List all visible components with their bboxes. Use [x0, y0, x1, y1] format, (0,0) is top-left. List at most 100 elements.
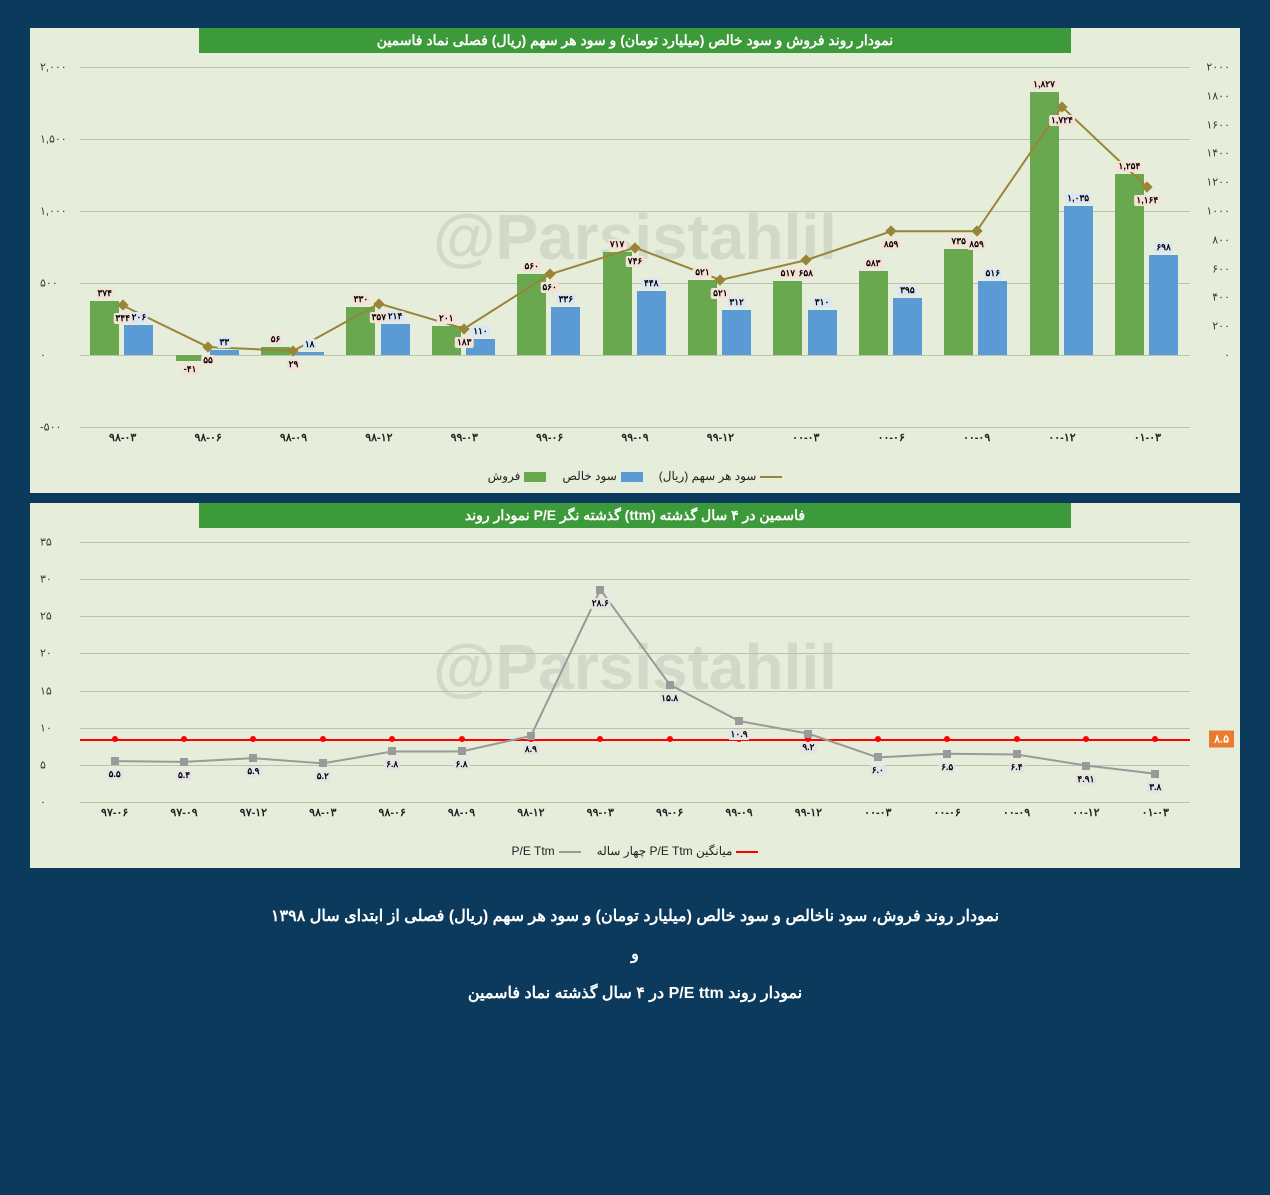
chart2-xcat: ۹۷-۰۶ — [80, 806, 149, 832]
chart2-pe-label: ۱۵.۸ — [659, 693, 680, 704]
legend-item: P/E Ttm — [512, 844, 581, 858]
chart1-bar-profit-label: ۳۳۶ — [557, 294, 576, 305]
chart2-pe-label: ۲۸.۶ — [590, 598, 611, 609]
chart1-bar-profit-label: ۳۱۲ — [727, 297, 746, 308]
chart1-bar-profit-label: ۳۱۰ — [813, 297, 832, 308]
chart2-pe-label: ۳.۸ — [1147, 782, 1163, 793]
chart1-xcat: ۰۰-۰۶ — [849, 431, 934, 457]
chart2-legend: میانگین P/E Ttm چهار ساله P/E Ttm — [30, 838, 1240, 868]
chart1-eps-label: ۱,۷۲۴ — [1049, 115, 1075, 126]
chart1-xcat: ۹۹-۱۲ — [678, 431, 763, 457]
chart1-eps-label: ۶۵۸ — [797, 268, 816, 279]
legend-item: سود هر سهم (ریال) — [659, 469, 783, 483]
chart2-xcat: ۰۰-۰۶ — [913, 806, 982, 832]
chart1-xcat: ۹۸-۰۶ — [165, 431, 250, 457]
chart2-ylabel: ۱۵ — [40, 684, 52, 697]
chart1-ylabel-left: -۵۰۰ — [40, 421, 61, 434]
chart1-bar-sales-label: ۷۱۷ — [608, 239, 627, 250]
chart1-xcat: ۰۰-۰۹ — [934, 431, 1019, 457]
chart1-eps-label: ۳۴۴ — [113, 313, 132, 324]
chart1-eps-label: ۵۲۱ — [711, 288, 730, 299]
chart2-pe-label: ۱۰.۹ — [729, 729, 750, 740]
chart2-pe-label: ۵.۹ — [245, 766, 261, 777]
footer-line1: نمودار روند فروش، سود ناخالص و سود خالص … — [30, 898, 1240, 936]
chart1-bar-profit-label: ۱,۰۳۵ — [1065, 193, 1091, 204]
chart1-xcat: ۰۱-۰۳ — [1105, 431, 1190, 457]
chart1-bar-sales-label: ۳۷۴ — [95, 288, 114, 299]
chart2-xcat: ۹۸-۰۳ — [288, 806, 357, 832]
chart1-ylabel-right: ۲۰۰ — [1212, 320, 1230, 333]
chart1-ylabel-right: ۴۰۰ — [1212, 291, 1230, 304]
chart2-pe-label: ۵.۵ — [107, 769, 123, 780]
chart1-eps-label: ۲۹ — [287, 359, 301, 370]
chart1-bar-profit-label: ۲۰۶ — [130, 312, 149, 323]
chart1-bar-sales-label: ۵۶ — [269, 334, 283, 345]
chart1-bar-sales-label: ۵۶۰ — [522, 261, 541, 272]
chart1-ylabel-left: ۵۰۰ — [40, 277, 58, 290]
chart1-eps-label: ۵۶۰ — [540, 282, 559, 293]
chart1-xcat: ۹۸-۰۹ — [251, 431, 336, 457]
footer-text: نمودار روند فروش، سود ناخالص و سود خالص … — [30, 898, 1240, 1013]
chart1-legend: سود هر سهم (ریال) سود خالص فروش — [30, 463, 1240, 493]
chart1-bar-profit-label: ۱۸ — [303, 339, 317, 350]
chart2-xcat: ۰۱-۰۳ — [1121, 806, 1190, 832]
chart2-pe-label: ۶.۵ — [939, 762, 955, 773]
chart2-title: نمودار روند P/E گذشته نگر (ttm) فاسمین د… — [199, 503, 1070, 528]
chart2-xcat: ۰۰-۰۳ — [843, 806, 912, 832]
chart1-title: نمودار روند فروش و سود خالص (میلیارد توم… — [199, 28, 1070, 53]
chart1-xcat: ۹۸-۰۳ — [80, 431, 165, 457]
chart1-eps-label: ۳۵۷ — [370, 312, 389, 323]
chart2-ylabel: ۲۵ — [40, 610, 52, 623]
chart1-ylabel-right: ۱۰۰۰ — [1206, 205, 1230, 218]
chart2-xcat: ۰۰-۱۲ — [1051, 806, 1120, 832]
chart1-bar-profit-label: ۳۳ — [217, 337, 231, 348]
chart2-xcat: ۹۷-۱۲ — [219, 806, 288, 832]
chart1-ylabel-right: ۸۰۰ — [1212, 233, 1230, 246]
chart1-bar-profit-label: ۴۴۸ — [642, 278, 661, 289]
chart2-xcat: ۹۹-۰۹ — [704, 806, 773, 832]
chart2-ylabel: ۳۵ — [40, 536, 52, 549]
chart2-pe-label: ۶.۸ — [453, 759, 469, 770]
chart1-bar-sales-label: ۱,۸۲۷ — [1031, 79, 1057, 90]
chart1-bar-profit-label: ۶۹۸ — [1154, 242, 1173, 253]
chart1-ylabel-left: ۲,۰۰۰ — [40, 61, 67, 74]
chart1-ylabel-right: ۱۲۰۰ — [1206, 176, 1230, 189]
chart1-eps-label: ۷۴۶ — [626, 256, 645, 267]
chart1-xcat: ۰۰-۰۳ — [763, 431, 848, 457]
chart2-avg-badge: ۸.۵ — [1209, 730, 1234, 747]
chart2-xcat: ۹۸-۱۲ — [496, 806, 565, 832]
legend-item: فروش — [488, 469, 547, 483]
chart1-ylabel-left: ۱,۵۰۰ — [40, 133, 67, 146]
footer-line3: نمودار روند P/E ttm در ۴ سال گذشته نماد … — [30, 975, 1240, 1013]
legend-item: میانگین P/E Ttm چهار ساله — [597, 844, 759, 858]
chart2-ylabel: ۱۰ — [40, 721, 52, 734]
chart1-eps-label: ۱۸۳ — [455, 337, 474, 348]
legend-item: سود خالص — [562, 469, 642, 483]
chart2-pe-label: ۴.۹۱ — [1075, 774, 1096, 785]
chart2-pe-label: ۵.۲ — [315, 771, 331, 782]
chart2-ylabel: ۳۰ — [40, 573, 52, 586]
chart2-ylabel: ۵ — [40, 758, 46, 771]
chart1-bar-sales-label: ۳۳۰ — [352, 294, 371, 305]
chart1-xcat: ۹۹-۰۳ — [422, 431, 507, 457]
chart1-bar-sales-label: ۱,۲۵۴ — [1117, 161, 1143, 172]
chart2-xcat: ۹۹-۱۲ — [774, 806, 843, 832]
chart2-xcat: ۹۸-۰۶ — [358, 806, 427, 832]
chart2-xcat: ۹۷-۰۹ — [149, 806, 218, 832]
chart1-bar-sales-label: ۷۳۵ — [949, 236, 968, 247]
chart2-panel: نمودار روند P/E گذشته نگر (ttm) فاسمین د… — [30, 503, 1240, 868]
chart2-xcat: ۰۰-۰۹ — [982, 806, 1051, 832]
chart1-eps-label: ۸۵۹ — [882, 239, 901, 250]
chart2-xcat: ۹۹-۰۶ — [635, 806, 704, 832]
chart2-pe-label: ۸.۹ — [523, 744, 539, 755]
chart1-eps-label: ۵۵ — [201, 355, 215, 366]
chart1-ylabel-right: ۶۰۰ — [1212, 262, 1230, 275]
chart1-panel: نمودار روند فروش و سود خالص (میلیارد توم… — [30, 28, 1240, 493]
footer-line2: و — [30, 936, 1240, 974]
chart1-xcat: ۰۰-۱۲ — [1019, 431, 1104, 457]
chart1-bar-profit-label: ۲۱۴ — [386, 311, 405, 322]
chart2-pe-label: ۶.۰ — [870, 765, 886, 776]
chart1-ylabel-right: ۰ — [1224, 349, 1230, 362]
chart2-pe-label: ۶.۴ — [1008, 762, 1024, 773]
chart1-eps-label: ۱,۱۶۴ — [1134, 195, 1160, 206]
